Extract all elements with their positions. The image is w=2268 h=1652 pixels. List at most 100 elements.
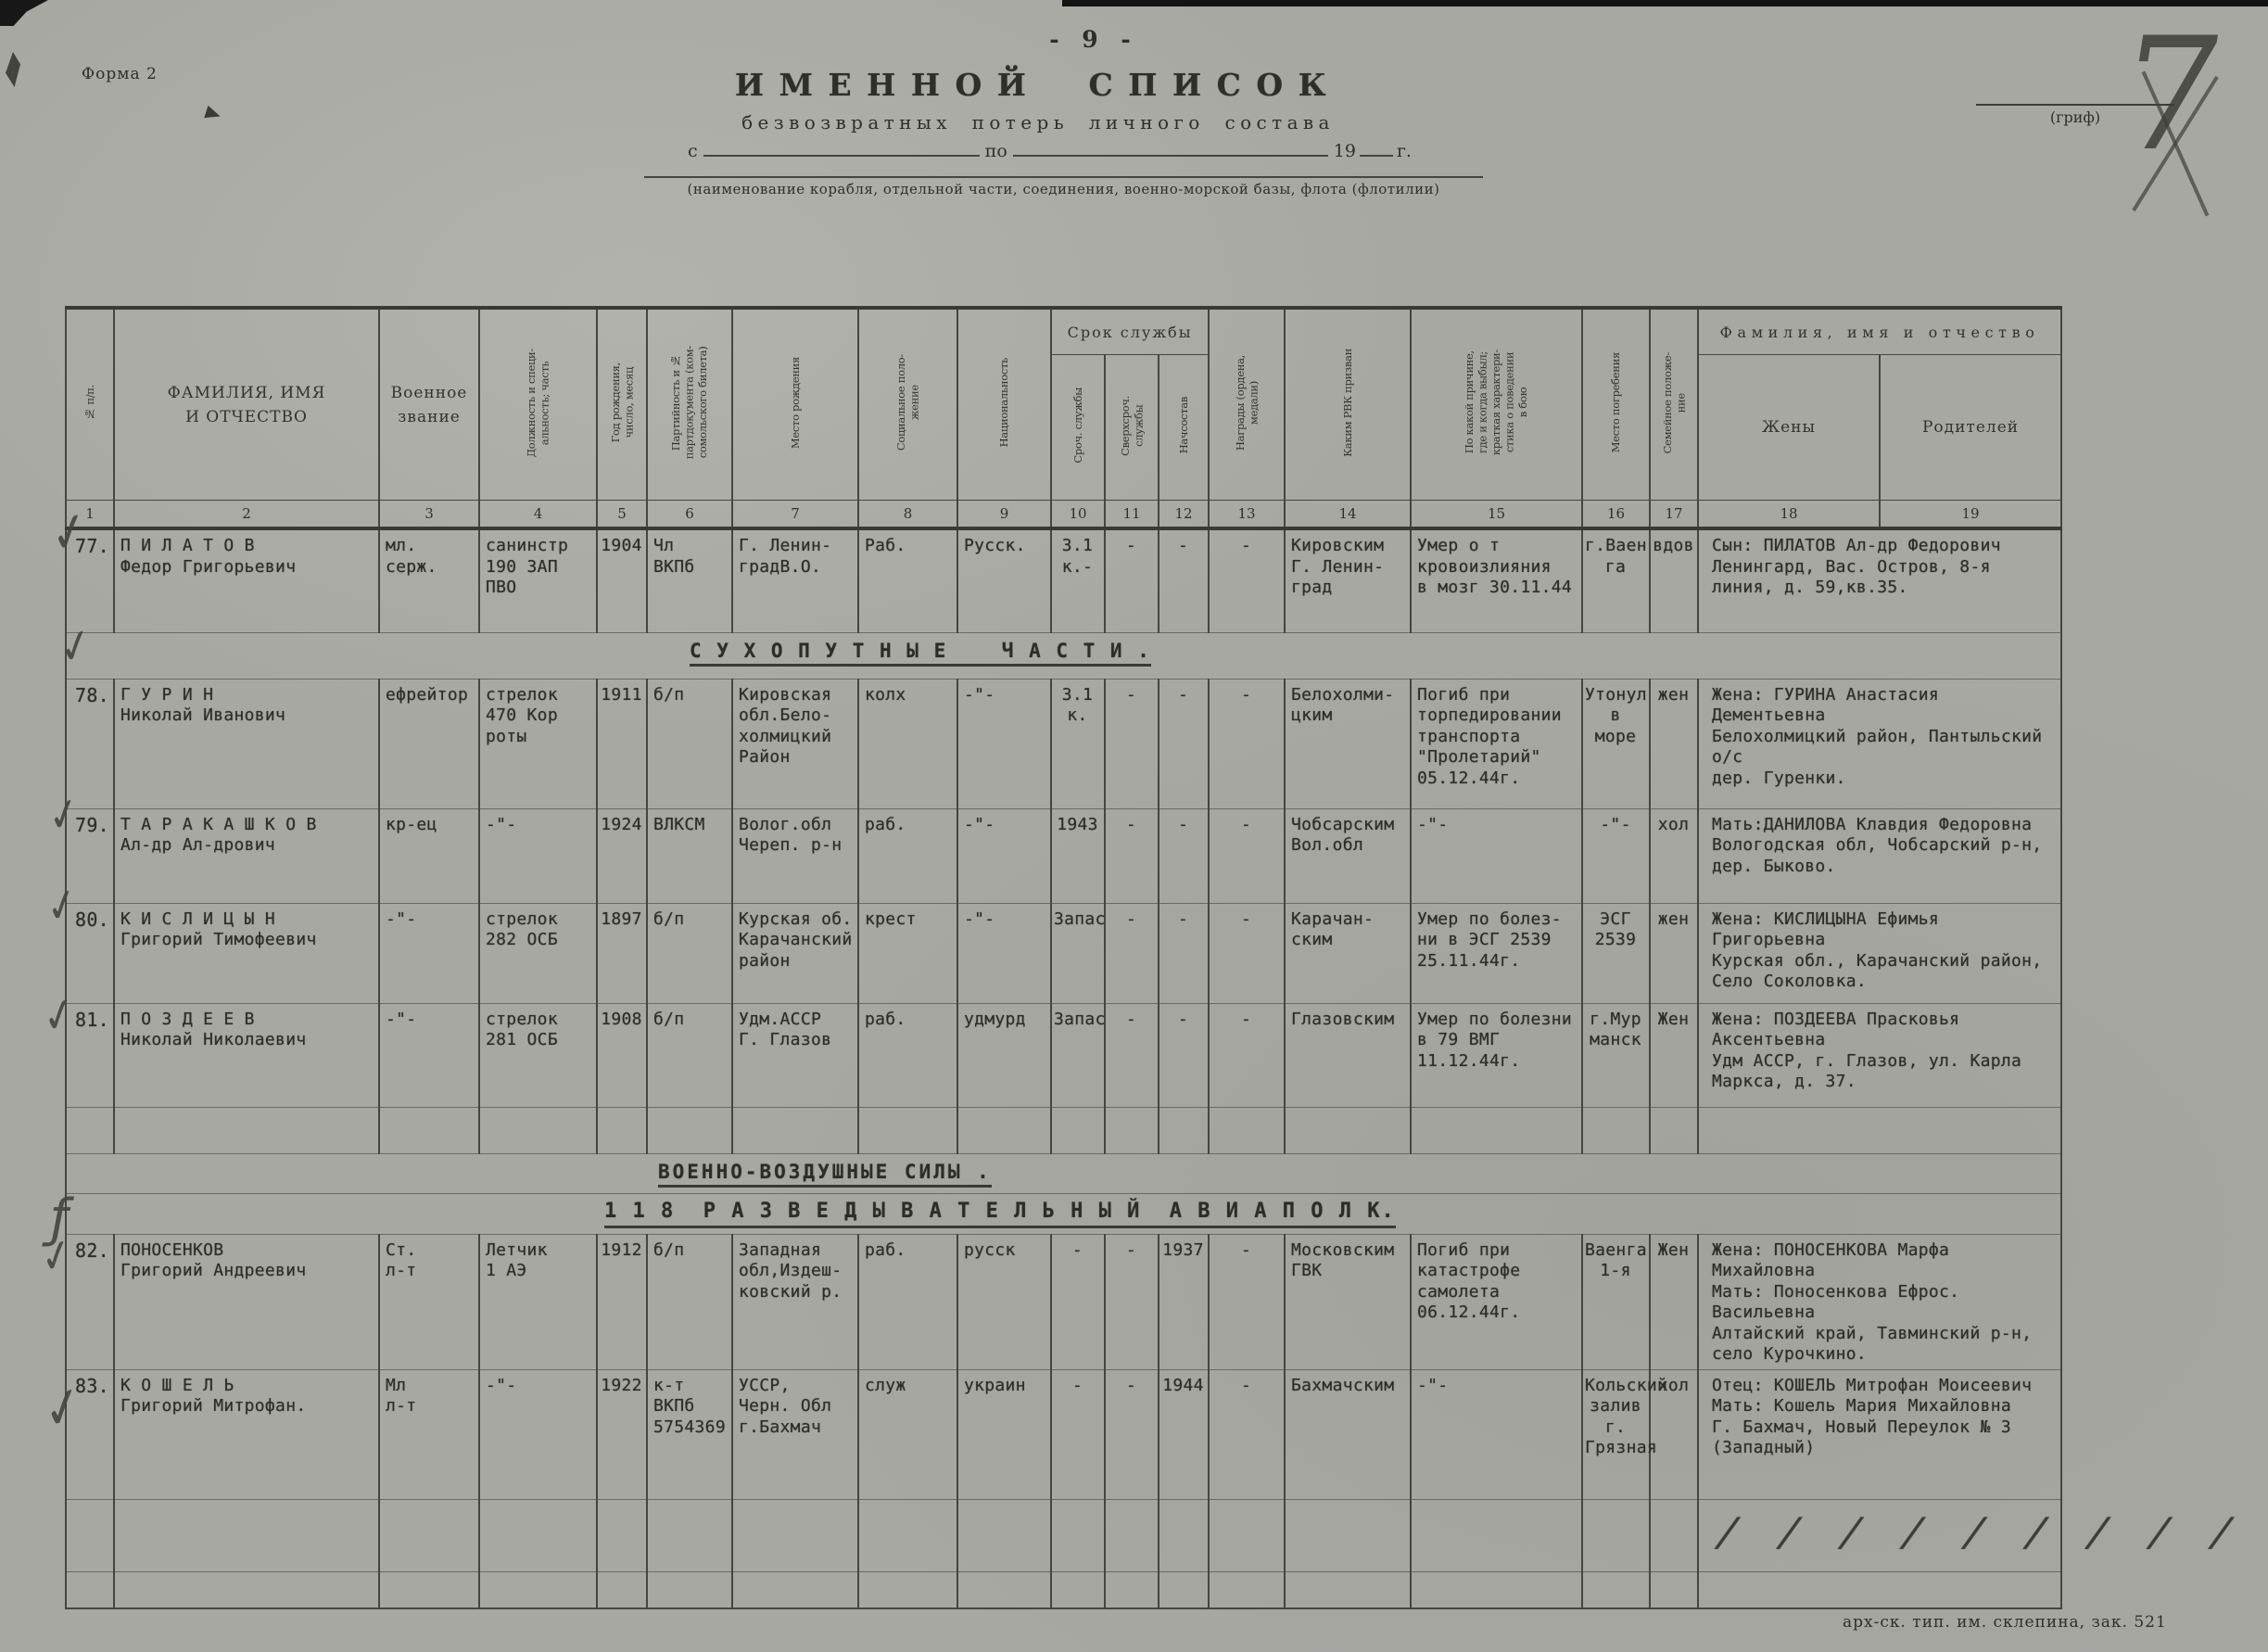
- col-header-wife: Жены: [1697, 354, 1881, 501]
- group-header-service-term: Срок службы: [1049, 308, 1210, 355]
- cell-col8: крест: [857, 903, 957, 1004]
- cell-col18-19: [1697, 1107, 2062, 1154]
- cell-col2: К О Ш Е Л Ь Григорий Митрофан.: [113, 1369, 379, 1500]
- cell-col7: Кировская обл.Бело- холмицкий Район: [731, 679, 858, 809]
- cell-col18-19: Жена: ПОНОСЕНКОВА Марфа Михайловна Мать:…: [1697, 1234, 2062, 1370]
- cell-col18-19: Жена: ПОЗДЕЕВА Прасковья Аксентьевна Удм…: [1697, 1003, 2062, 1108]
- blank-rule: [1359, 142, 1393, 157]
- section-title: 1 1 8 Р А З В Е Д Ы В А Т Е Л Ь Н Ы Й А …: [604, 1201, 1396, 1228]
- table-row: 79. Т А Р А К А Ш К О В Ал-др Ал-дрович кр…: [65, 808, 2062, 904]
- cell-col16: [1581, 1499, 1651, 1572]
- cell-col12: 1944: [1157, 1369, 1210, 1500]
- cell-col12: -: [1157, 903, 1210, 1004]
- col-header-cause: По какой причине, где и когда выбыл; кра…: [1410, 308, 1583, 501]
- cell-col14: Кировским Г. Ленин- град: [1284, 528, 1412, 633]
- date-line: с по 19 г.: [688, 141, 1412, 161]
- unit-name-caption: (наименование корабля, отдельной части, …: [644, 176, 1483, 197]
- section-title: ВОЕННО-ВОЗДУШНЫЕ СИЛЫ .: [658, 1161, 992, 1188]
- page-number: - 9 -: [1049, 26, 1138, 53]
- cell-col2: ПОНОСЕНКОВ Григорий Андреевич: [113, 1234, 379, 1370]
- cell-col7: Г. Ленин- градВ.О.: [731, 528, 858, 633]
- empty-row: [65, 1571, 2062, 1609]
- cell-col8: служ: [857, 1369, 957, 1500]
- table-row: 77. П И Л А Т О В Федор Григорьевич мл. се…: [65, 528, 2062, 633]
- cell-col14: [1284, 1571, 1412, 1609]
- date-year-suffix: г.: [1396, 141, 1412, 161]
- cell-col15: Умер по болезни в 79 ВМГ 11.12.44г.: [1410, 1003, 1583, 1108]
- col-header-party: Партийность и № партдокумента (ком- сомо…: [646, 308, 732, 501]
- section-row: С У Х О П У Т Н Ы Е Ч А С Т И .: [64, 632, 2062, 680]
- cell-col15: Погиб при катастрофе самолета 06.12.44г.: [1410, 1234, 1583, 1370]
- col-num: 11: [1104, 500, 1159, 530]
- cell-col17: вдов: [1649, 528, 1699, 633]
- cell-col11: [1104, 1499, 1159, 1572]
- cell-col9: -"-: [957, 679, 1051, 809]
- col-header-extended: Сверхсроч. службы: [1104, 354, 1159, 501]
- cell-col11: -: [1104, 1234, 1159, 1370]
- cell-col11: [1104, 1571, 1159, 1609]
- col-num: 6: [646, 500, 732, 530]
- cell-col8: [857, 1571, 957, 1609]
- group-header-relatives: Фамилия, имя и отчество: [1697, 308, 2062, 355]
- cell-col2: [113, 1571, 379, 1609]
- cell-col17: хол: [1649, 1369, 1699, 1500]
- cell-col18-19: Отец: КОШЕЛЬ Митрофан Моисеевич Мать: Ко…: [1697, 1369, 2062, 1500]
- col-header-nationality: Национальность: [957, 308, 1051, 501]
- cell-col6: Чл ВКПб: [646, 528, 732, 633]
- cell-col7: [731, 1571, 858, 1609]
- cell-col18-19: Жена: КИСЛИЦЫНА Ефимья Григорьевна Курск…: [1697, 903, 2062, 1004]
- cell-col18-19: Мать:ДАНИЛОВА Клавдия Федоровна Вологодс…: [1697, 808, 2062, 904]
- cell-col15: [1410, 1499, 1583, 1572]
- cell-col12: 1937: [1157, 1234, 1210, 1370]
- date-to-label: по: [984, 141, 1007, 161]
- cell-col8: раб.: [857, 1234, 957, 1370]
- cell-col17: жен: [1649, 903, 1699, 1004]
- table-row: 80. К И С Л И Ц Ы Н Григорий Тимофеевич -"…: [65, 903, 2062, 1004]
- cell-col17: жен: [1649, 679, 1699, 809]
- cell-col5: [596, 1571, 647, 1609]
- col-num: 17: [1649, 500, 1699, 530]
- cell-col17: хол: [1649, 808, 1699, 904]
- cell-col15: -"-: [1410, 1369, 1583, 1500]
- col-header-awards: Награды (ордена, медали): [1208, 308, 1286, 501]
- date-from-label: с: [688, 141, 698, 161]
- cell-col16: Утонул в море: [1581, 679, 1651, 809]
- cell-col10: [1050, 1107, 1105, 1154]
- cell-col4: стрелок 281 ОСБ: [478, 1003, 597, 1108]
- cell-col7: УССР, Черн. Обл г.Бахмач: [731, 1369, 858, 1500]
- cell-col18-19: [1697, 1499, 2062, 1572]
- cell-col10: Запас: [1050, 1003, 1105, 1108]
- cell-col5: 1908: [596, 1003, 647, 1108]
- cell-col3: [378, 1499, 479, 1572]
- cell-col17: Жен: [1649, 1234, 1699, 1370]
- cell-col3: ефрейтор: [378, 679, 479, 809]
- cell-col9: удмурд: [957, 1003, 1051, 1108]
- header-subrow: Сроч. службы Сверхсроч. службы Начсостав…: [66, 354, 2062, 501]
- cell-col11: -: [1104, 903, 1159, 1004]
- empty-row: [65, 1499, 2062, 1572]
- cell-col9: [957, 1499, 1051, 1572]
- cell-col8: [857, 1499, 957, 1572]
- cell-col14: [1284, 1107, 1412, 1154]
- cell-col13: [1208, 1571, 1286, 1609]
- cell-col8: колх: [857, 679, 957, 809]
- cell-col9: -"-: [957, 808, 1051, 904]
- casualty-table: № п/п. ФАМИЛИЯ, ИМЯ И ОТЧЕСТВО Военное з…: [64, 306, 2063, 1609]
- cell-col14: Бахмачским: [1284, 1369, 1412, 1500]
- cell-col3: [378, 1571, 479, 1609]
- cell-col14: Белохолми- цким: [1284, 679, 1412, 809]
- cell-col2: Т А Р А К А Ш К О В Ал-др Ал-дрович: [113, 808, 379, 904]
- cell-col8: раб.: [857, 1003, 957, 1108]
- cell-col3: -"-: [378, 1003, 479, 1108]
- col-num: 12: [1157, 500, 1210, 530]
- cell-col10: -: [1050, 1234, 1105, 1370]
- cell-col10: 3.1 к.: [1050, 679, 1105, 809]
- grif-label: (гриф): [1976, 104, 2174, 126]
- cell-col1: 81.: [65, 1003, 114, 1108]
- cell-col13: -: [1208, 1369, 1286, 1500]
- cell-col5: [596, 1107, 647, 1154]
- col-header-birth-year: Год рождения, число, месяц: [596, 308, 647, 501]
- header-row: № п/п. ФАМИЛИЯ, ИМЯ И ОТЧЕСТВО Военное з…: [65, 308, 2062, 501]
- scan-edge-mark: [6, 52, 20, 87]
- cell-col9: -"-: [957, 903, 1051, 1004]
